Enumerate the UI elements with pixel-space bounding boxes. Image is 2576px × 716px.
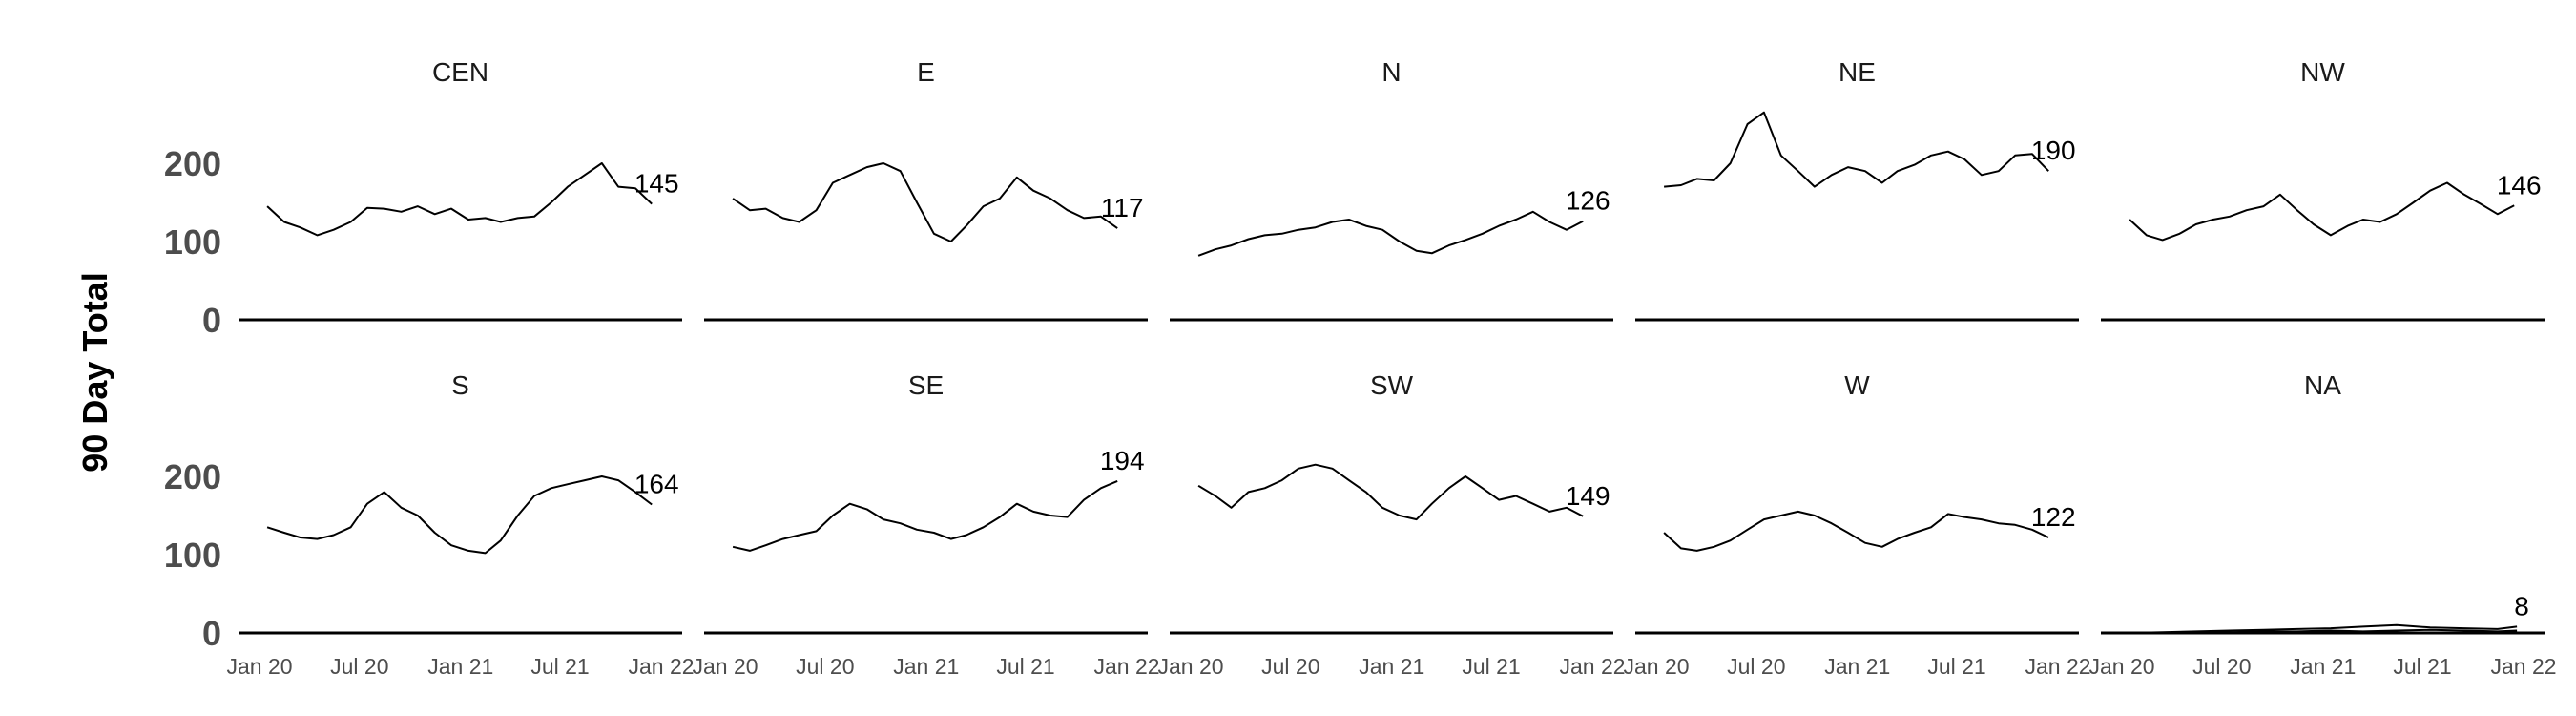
x-tick-label: Jan 20 <box>2088 654 2154 679</box>
panel-se: SE Jan 20 Jul 20 Jan 21 Jul 21 Jan 22 194 <box>692 370 1159 679</box>
x-tick-label: Jul 20 <box>2192 654 2251 679</box>
x-tick-label: Jan 21 <box>1824 654 1890 679</box>
panel-na: NA Jan 20 Jul 20 Jan 21 Jul 21 Jan 22 8 <box>2088 370 2556 679</box>
panel-s: S 0 100 200 Jan 20 Jul 20 Jan 21 Jul 21 Jan 22 16… <box>164 370 695 679</box>
y-tick-label: 0 <box>202 301 221 340</box>
x-tick-label: Jan 21 <box>893 654 959 679</box>
end-value-label: 122 <box>2031 502 2076 532</box>
series-line <box>1197 463 1584 521</box>
panel-n: N 126 <box>1170 57 1613 322</box>
x-tick-label: Jan 22 <box>1093 654 1159 679</box>
end-value-label: 145 <box>634 169 679 199</box>
series-line <box>1664 111 2049 188</box>
x-tick-label: Jul 21 <box>530 654 589 679</box>
end-value-label: 149 <box>1566 481 1610 511</box>
panel-title: SW <box>1370 370 1414 400</box>
x-tick-label: Jan 20 <box>226 654 292 679</box>
panel-title: E <box>917 57 935 87</box>
x-tick-label: Jul 20 <box>330 654 388 679</box>
panel-title: W <box>1844 370 1870 400</box>
panel-e: E 117 <box>704 57 1148 322</box>
panel-w: W Jan 20 Jul 20 Jan 21 Jul 21 Jan 22 122 <box>1623 370 2090 679</box>
end-value-label: 146 <box>2497 170 2542 200</box>
y-tick-label: 200 <box>164 457 221 496</box>
panel-title: NW <box>2300 57 2345 87</box>
series-line <box>1663 510 2049 552</box>
x-tick-label: Jan 20 <box>1157 654 1223 679</box>
series-line <box>266 475 653 555</box>
panel-title: CEN <box>432 57 488 87</box>
x-tick-label: Jul 21 <box>996 654 1054 679</box>
panel-cen: CEN 0 100 200 145 <box>164 57 682 340</box>
panel-title: S <box>451 370 469 400</box>
series-line <box>266 162 653 237</box>
series-line <box>732 162 1118 242</box>
panel-ne: NE 190 <box>1635 57 2079 322</box>
x-tick-label: Jul 20 <box>1261 654 1319 679</box>
x-tick-label: Jan 21 <box>2290 654 2356 679</box>
x-tick-label: Jul 20 <box>1727 654 1785 679</box>
x-tick-label: Jan 20 <box>1623 654 1689 679</box>
x-tick-label: Jul 21 <box>2393 654 2451 679</box>
series-line <box>2129 628 2518 634</box>
panel-nw: NW 146 <box>2101 57 2545 322</box>
panel-title: NE <box>1839 57 1876 87</box>
x-tick-label: Jan 22 <box>2025 654 2090 679</box>
x-tick-label: Jan 21 <box>427 654 493 679</box>
end-value-label: 164 <box>634 470 679 499</box>
end-value-label: 194 <box>1100 446 1145 475</box>
chart-panels: CEN 0 100 200 145 E 117 N 126 NE 190 NW 146 S 0 100 200 J… <box>164 57 2557 679</box>
y-tick-label: 0 <box>202 614 221 653</box>
x-tick-label: Jul 20 <box>796 654 854 679</box>
y-axis-label: 90 Day Total <box>75 272 114 472</box>
x-tick-label: Jan 22 <box>2490 654 2556 679</box>
series-line <box>2129 181 2515 242</box>
end-value-label: 8 <box>2514 591 2529 621</box>
panel-sw: SW Jan 20 Jul 20 Jan 21 Jul 21 Jan 22 149 <box>1157 370 1625 679</box>
x-tick-label: Jul 21 <box>1927 654 1985 679</box>
y-tick-label: 200 <box>164 144 221 183</box>
panel-title: SE <box>908 370 944 400</box>
x-tick-label: Jan 22 <box>1559 654 1625 679</box>
series-line <box>1197 210 1584 257</box>
end-value-label: 126 <box>1566 186 1610 216</box>
x-tick-label: Jan 22 <box>628 654 694 679</box>
x-tick-label: Jan 21 <box>1359 654 1424 679</box>
y-tick-label: 100 <box>164 222 221 262</box>
panel-title: N <box>1381 57 1401 87</box>
end-value-label: 190 <box>2031 136 2076 165</box>
x-tick-label: Jul 21 <box>1462 654 1520 679</box>
panel-title: NA <box>2304 370 2341 400</box>
series-line <box>732 479 1118 552</box>
y-tick-label: 100 <box>164 536 221 575</box>
x-tick-label: Jan 20 <box>692 654 758 679</box>
end-value-label: 117 <box>1101 193 1144 222</box>
